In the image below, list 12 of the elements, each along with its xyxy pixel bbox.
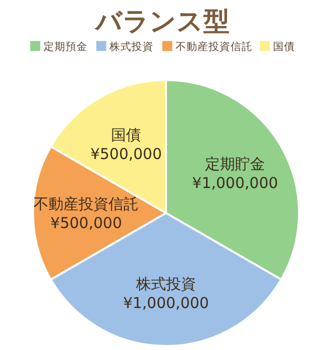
legend-label: 国債 [272, 41, 295, 53]
text: 国債 [111, 126, 142, 144]
text: 株式投資 [135, 274, 196, 293]
data-label: ¥1,000,000 [123, 294, 209, 312]
legend-label: 株式投資 [108, 40, 154, 53]
data-label: ¥1,000,000 [192, 174, 278, 192]
text: 定期貯金 [205, 155, 266, 174]
legend-label: 不動産投資信託 [175, 40, 252, 53]
chart-title: バランス型 [94, 7, 230, 37]
legend-label: 定期預金 [43, 40, 88, 53]
data-label: ¥500,000 [90, 144, 162, 163]
data-label: ¥500,000 [50, 214, 122, 232]
